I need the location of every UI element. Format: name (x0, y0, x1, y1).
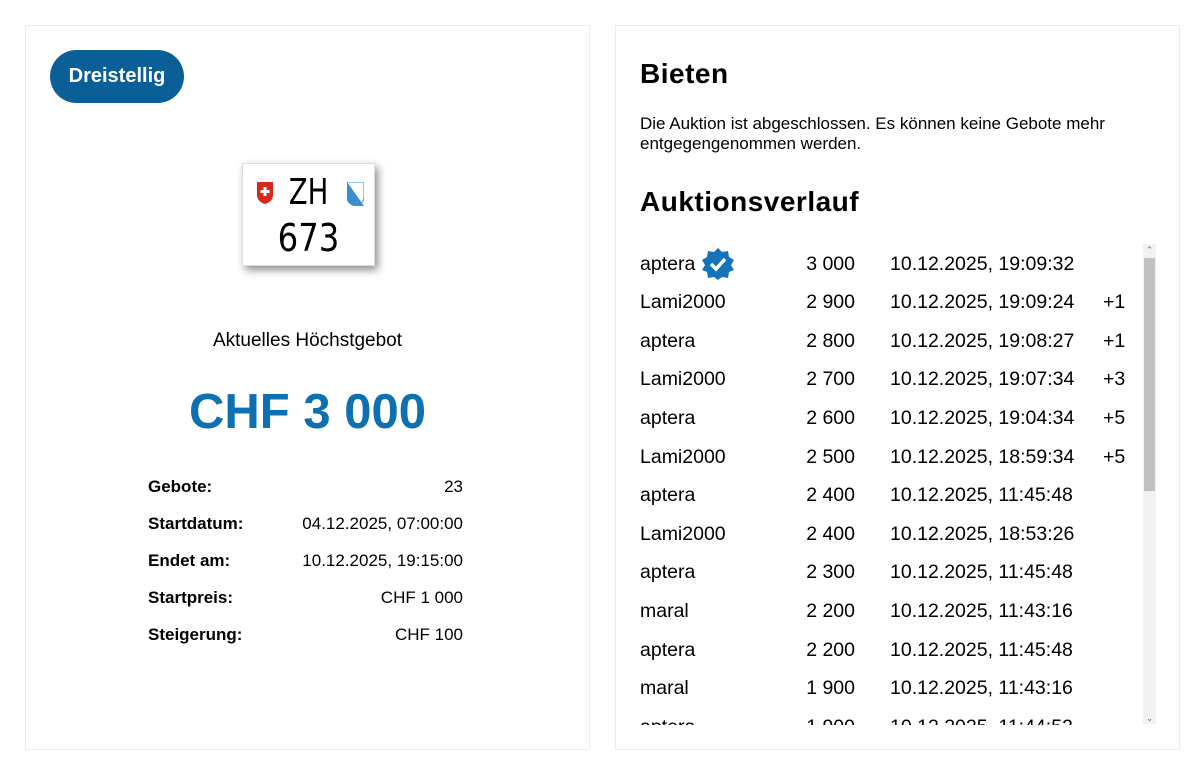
bid-time: 10.12.2025, 11:44:52 (890, 716, 1103, 725)
category-badge[interactable]: Dreistellig (50, 50, 184, 103)
bid-time: 10.12.2025, 19:09:24 (890, 291, 1075, 314)
bid-row: maral 2 200 10.12.2025, 11:43:16 (640, 592, 1130, 630)
bid-amount: 2 200 (806, 638, 855, 661)
scrollbar[interactable]: ⌃ ⌄ (1143, 244, 1156, 724)
auction-closed-note: Die Auktion ist abgeschlossen. Es können… (640, 114, 1105, 153)
verified-badge-icon (702, 248, 735, 280)
bid-amount: 2 400 (806, 522, 855, 545)
bidding-panel: Bieten Die Auktion ist abgeschlossen. Es… (615, 25, 1180, 750)
bid-time: 10.12.2025, 19:08:27 (890, 329, 1075, 352)
bid-row: maral 1 900 10.12.2025, 11:43:16 (640, 670, 1130, 708)
bid-extra-count: +5 (1103, 445, 1126, 468)
bidder-name: maral (640, 599, 689, 622)
bid-row: aptera 2 200 10.12.2025, 11:45:48 (640, 631, 1130, 669)
bid-time: 10.12.2025, 19:04:34 (890, 406, 1075, 429)
bid-row: aptera 2 600 10.12.2025, 19:04:34 +5 (640, 399, 1130, 437)
license-plate: ZH 673 (242, 163, 375, 266)
scroll-down-icon[interactable]: ⌄ (1145, 713, 1154, 723)
swiss-flag-icon (257, 182, 273, 204)
info-value: CHF 100 (394, 625, 463, 644)
bid-amount: 2 700 (806, 368, 855, 391)
bid-row: Lami2000 2 700 10.12.2025, 19:07:34 +3 (640, 361, 1130, 399)
bid-time: 10.12.2025, 11:45:48 (890, 638, 1073, 661)
bid-amount: 2 300 (806, 561, 855, 584)
bidder-name: aptera (640, 484, 696, 507)
bidder-name: aptera (640, 252, 696, 275)
bidder-name: aptera (640, 329, 696, 352)
bid-time: 10.12.2025, 11:45:48 (890, 561, 1073, 584)
info-value: 23 (444, 477, 463, 496)
info-row: Gebote: 23 (148, 477, 463, 514)
info-row: Endet am: 10.12.2025, 19:15:00 (148, 551, 463, 588)
current-bid-amount: CHF 3 000 (189, 385, 426, 439)
bid-row: Lami2000 2 400 10.12.2025, 18:53:26 (640, 515, 1130, 553)
info-label: Endet am: (148, 551, 231, 570)
bid-extra-count: +1 (1103, 291, 1126, 314)
scroll-up-icon[interactable]: ⌃ (1145, 245, 1154, 255)
scrollbar-thumb[interactable] (1144, 258, 1155, 491)
bid-heading: Bieten (640, 58, 729, 89)
bidder-name: aptera (640, 406, 696, 429)
bidder-name: Lami2000 (640, 291, 726, 314)
bid-extra-count: +5 (1103, 406, 1126, 429)
bid-amount: 1 900 (780, 716, 855, 725)
bid-time: 10.12.2025, 19:09:32 (890, 252, 1075, 275)
bidder-name: aptera (640, 716, 695, 725)
bid-row: aptera 3 000 10.12.2025, 19:09:32 (640, 245, 1130, 283)
info-label: Startdatum: (148, 514, 244, 533)
current-bid-label: Aktuelles Höchstgebot (212, 330, 403, 351)
bid-row: Lami2000 2 900 10.12.2025, 19:09:24 +1 (640, 284, 1130, 322)
info-label: Startpreis: (148, 588, 234, 607)
info-value: CHF 1 000 (380, 588, 463, 607)
info-label: Gebote: (148, 477, 213, 496)
plate-canton: ZH (288, 172, 329, 213)
bid-extra-count: +3 (1103, 368, 1126, 391)
bid-amount: 3 000 (806, 252, 855, 275)
auction-info: Gebote: 23 Startdatum: 04.12.2025, 07:00:00… (148, 477, 463, 662)
bid-amount: 2 900 (806, 291, 855, 314)
bid-row: Lami2000 2 500 10.12.2025, 18:59:34 +5 (640, 438, 1130, 476)
bid-time: 10.12.2025, 18:53:26 (890, 522, 1075, 545)
bid-row: aptera 2 800 10.12.2025, 19:08:27 +1 (640, 322, 1130, 360)
bid-history-list[interactable]: aptera 3 000 10.12.2025, 19:09:32 Lami2000 2… (640, 243, 1130, 725)
plate-number: 673 (277, 216, 340, 260)
bid-extra-count: +1 (1103, 329, 1126, 352)
bid-time: 10.12.2025, 11:43:16 (890, 677, 1073, 700)
bid-amount: 2 600 (806, 406, 855, 429)
info-row: Startdatum: 04.12.2025, 07:00:00 (148, 514, 463, 551)
bid-amount: 2 400 (806, 484, 855, 507)
bidder-name: aptera (640, 638, 696, 661)
info-value: 10.12.2025, 19:15:00 (302, 551, 463, 570)
info-row: Steigerung: CHF 100 (148, 625, 463, 662)
bid-time: 10.12.2025, 19:07:34 (890, 368, 1075, 391)
bid-row: aptera 2 300 10.12.2025, 11:45:48 (640, 554, 1130, 592)
bidder-name: Lami2000 (640, 368, 726, 391)
bid-amount: 2 200 (806, 599, 855, 622)
bidder-name: maral (640, 677, 689, 700)
bid-amount: 1 900 (806, 677, 855, 700)
auction-summary-panel: Dreistellig ZH 673 Aktuelles Höchstgebot… (25, 25, 590, 750)
bid-amount: 2 800 (806, 329, 855, 352)
info-row: Startpreis: CHF 1 000 (148, 588, 463, 625)
bidder-name: Lami2000 (640, 522, 726, 545)
bid-time: 10.12.2025, 18:59:34 (890, 445, 1075, 468)
bid-time: 10.12.2025, 11:45:48 (890, 484, 1073, 507)
bid-row: aptera 2 400 10.12.2025, 11:45:48 (640, 477, 1130, 515)
info-value: 04.12.2025, 07:00:00 (302, 514, 463, 533)
bidder-name: aptera (640, 561, 696, 584)
bidder-name: Lami2000 (640, 445, 726, 468)
bid-time: 10.12.2025, 11:43:16 (890, 599, 1073, 622)
info-label: Steigerung: (148, 625, 243, 644)
bid-row: aptera 1 900 10.12.2025, 11:44:52 (640, 708, 1130, 725)
bid-amount: 2 500 (806, 445, 855, 468)
history-heading: Auktionsverlauf (640, 186, 860, 217)
zurich-coat-of-arms-icon (347, 182, 364, 206)
